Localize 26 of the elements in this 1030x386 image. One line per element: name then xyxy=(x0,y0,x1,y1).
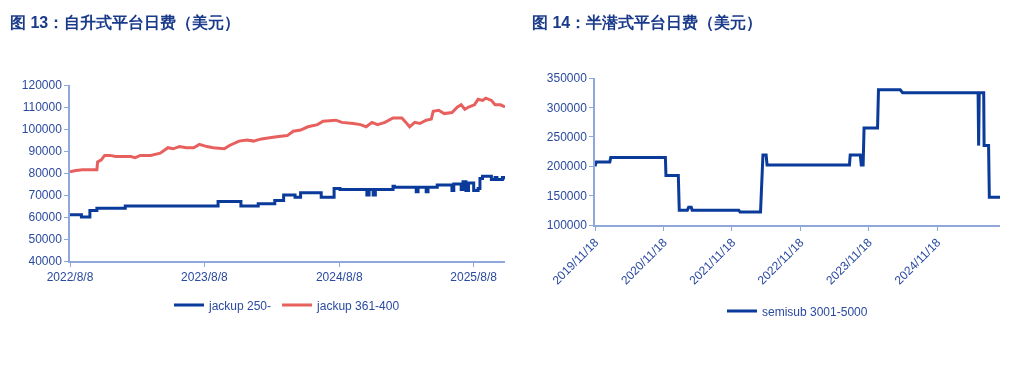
line-series xyxy=(595,88,1000,214)
y-tick-label: 100000 xyxy=(21,122,63,137)
x-tick-label: 2025/8/8 xyxy=(450,270,498,285)
y-tick-label: 110000 xyxy=(22,100,63,115)
x-tick-label: 2022/8/8 xyxy=(46,270,94,285)
y-tick-label: 200000 xyxy=(546,159,588,174)
y-tick-label: 80000 xyxy=(28,166,63,181)
legend-label: semisub 3001-5000 xyxy=(762,304,868,319)
y-tick-label: 50000 xyxy=(28,232,63,247)
y-tick-label: 350000 xyxy=(546,71,588,86)
y-tick-label: 70000 xyxy=(28,188,63,203)
y-tick-label: 250000 xyxy=(546,130,588,144)
x-tick-label: 2024/8/8 xyxy=(315,270,363,285)
x-tick-label: 2023/8/8 xyxy=(181,270,229,285)
line-series xyxy=(70,96,505,174)
y-tick-label: 150000 xyxy=(546,188,588,203)
legend-label: jackup 250- xyxy=(208,298,272,313)
y-tick-label: 90000 xyxy=(28,144,63,159)
chart-title: 图 14：半潜式平台日费（美元） xyxy=(532,13,763,32)
y-tick-label: 40000 xyxy=(28,254,63,269)
legend-label: jackup 361-400 xyxy=(316,298,400,313)
y-tick-label: 300000 xyxy=(546,100,588,115)
y-tick-label: 60000 xyxy=(28,210,63,225)
y-tick-label: 100000 xyxy=(546,218,588,233)
y-tick-label: 120000 xyxy=(21,78,63,93)
chart-title: 图 13：自升式平台日费（美元） xyxy=(10,13,241,32)
